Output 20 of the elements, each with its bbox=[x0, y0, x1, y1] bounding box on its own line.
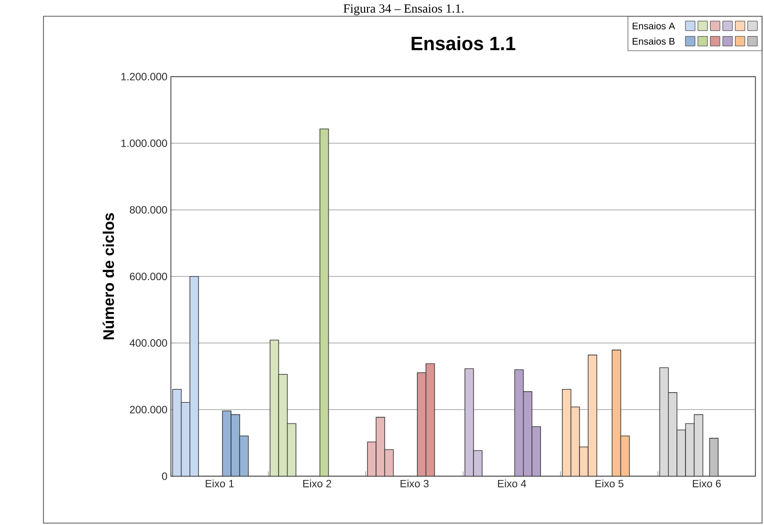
x-tick-label: Eixo 4 bbox=[498, 480, 526, 488]
bar bbox=[709, 438, 719, 477]
legend-label: Ensaios B bbox=[632, 38, 675, 45]
bar bbox=[320, 128, 329, 477]
y-tick-label: 800.000 bbox=[130, 206, 168, 214]
x-tick-label: Eixo 5 bbox=[595, 480, 624, 488]
y-tick-label: 1.000.000 bbox=[121, 139, 168, 147]
legend-label: Ensaios A bbox=[632, 22, 676, 30]
y-tick-label: 200.000 bbox=[130, 406, 168, 414]
chart-title: Ensaios 1.1 bbox=[412, 36, 516, 50]
text: Figura 34 – Ensaios 1.1. bbox=[344, 4, 464, 16]
x-tick-label: Eixo 2 bbox=[303, 480, 332, 488]
x-tick-label: Eixo 1 bbox=[206, 480, 234, 488]
y-axis-title: Número de ciclos bbox=[102, 213, 114, 340]
y-tick-label: 1.200.000 bbox=[121, 72, 168, 80]
y-tick-label: 600.000 bbox=[130, 272, 168, 280]
y-tick-label: 0 bbox=[162, 472, 168, 480]
x-tick-label: Eixo 3 bbox=[400, 480, 429, 488]
y-tick-label: 400.000 bbox=[130, 339, 168, 347]
x-tick-label: Eixo 6 bbox=[692, 480, 721, 488]
